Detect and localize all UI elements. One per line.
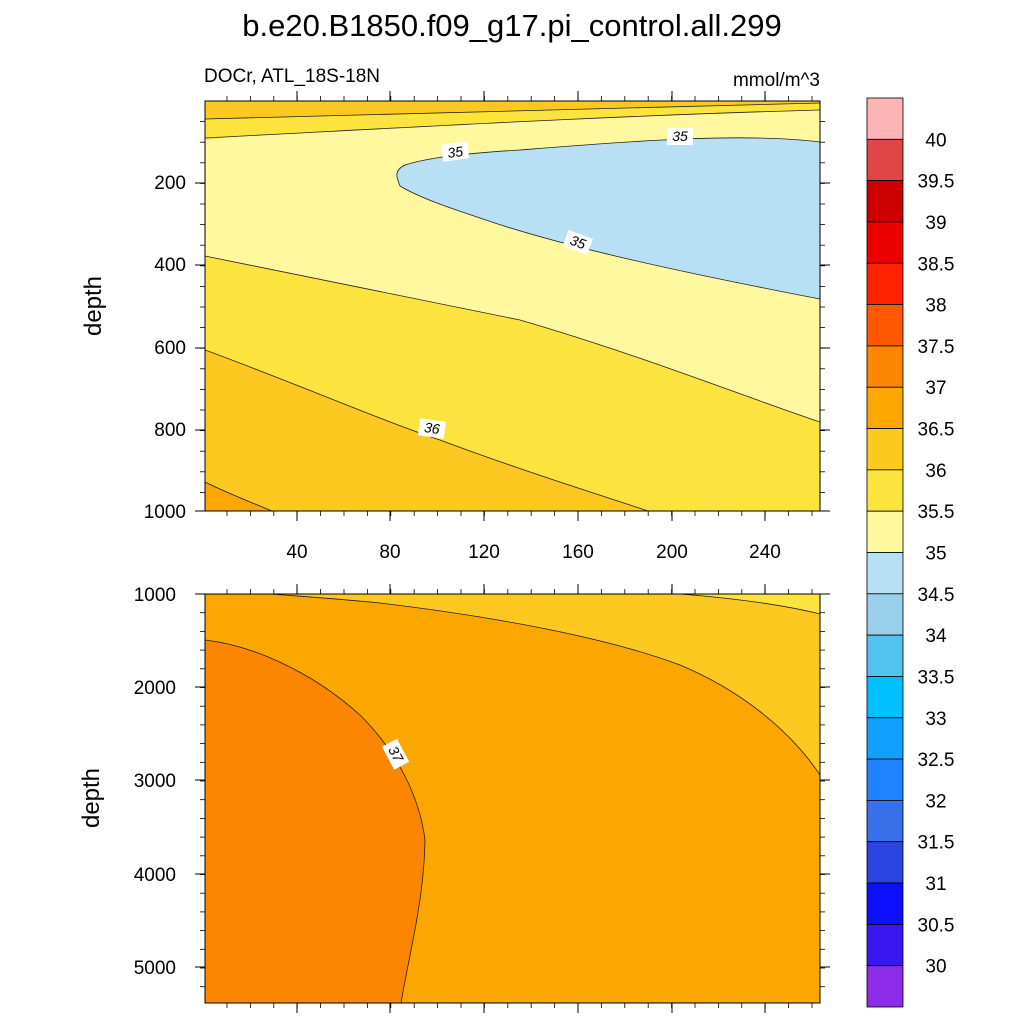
contour-line-36-lower — [679, 594, 820, 615]
colorbar-swatch — [866, 923, 904, 967]
lower-contour-labels: 37 — [381, 738, 410, 770]
colorbar-level-label: 37.5 — [918, 337, 955, 358]
upper-y-tick: 200 — [154, 173, 186, 194]
fill-35.5-36-lower — [680, 594, 820, 614]
contour-line-upper-1 — [205, 102, 820, 120]
contour-line-37 — [205, 639, 426, 1003]
x-tick: 40 — [286, 542, 307, 563]
colorbar-level-label: 36.5 — [918, 420, 955, 441]
colorbar-level-label: 39.5 — [918, 172, 955, 193]
colorbar-level-label: 30.5 — [918, 915, 955, 936]
contour-label: 35 — [672, 128, 688, 144]
fill-36-36.5-lower — [270, 594, 820, 775]
x-tick: 200 — [656, 542, 688, 563]
units-string: mmol/m^3 — [733, 70, 820, 91]
upper-panel-fills — [205, 101, 820, 511]
lower-y-tick: 1000 — [134, 585, 176, 606]
colorbar-level-label: 35 — [925, 544, 946, 565]
colorbar-labels: 40 39.5 39 38.5 38 37.5 37 36.5 36 35.5 35 34.5 34 33… — [918, 130, 955, 977]
contour-label: 35 — [446, 143, 464, 161]
colorbar-level-label: 37 — [925, 378, 946, 399]
colorbar-swatch — [866, 634, 904, 677]
contour-line-35 — [396, 137, 820, 300]
fill-below-35-upper — [396, 137, 820, 299]
contour-line-36.5-upper — [205, 481, 273, 511]
contour-line-35.5 — [205, 255, 820, 423]
upper-panel-frame — [204, 100, 821, 512]
lower-y-tick: 3000 — [134, 771, 176, 792]
colorbar-swatch — [866, 345, 904, 388]
chart-title: b.e20.B1850.f09_g17.pi_control.all.299 — [242, 8, 782, 43]
contour-label: 36 — [423, 419, 441, 437]
colorbar-swatch — [866, 386, 904, 429]
upper-y-tick: 400 — [154, 255, 186, 276]
upper-y-label: depth — [80, 276, 107, 336]
lower-ticks — [195, 584, 830, 1013]
x-tick: 160 — [562, 542, 594, 563]
upper-ticks — [195, 91, 830, 521]
fill-surface-orange — [205, 101, 820, 119]
contour-line-36 — [205, 349, 649, 511]
x-tick: 120 — [468, 542, 500, 563]
upper-y-tick: 1000 — [144, 502, 186, 523]
colorbar-swatch — [866, 180, 904, 223]
colorbar-swatch — [866, 221, 904, 264]
contour-line-36.5-lower — [269, 594, 820, 776]
upper-panel-contour-lines — [205, 102, 820, 511]
colorbar-swatch — [866, 841, 904, 884]
fill-36.5-37-upper — [205, 482, 272, 511]
fill-37-37.5-lower — [205, 640, 425, 1003]
lower-panel-fills — [205, 594, 820, 1003]
colorbar-level-label: 39 — [925, 213, 946, 234]
colorbar-level-label: 38 — [925, 296, 946, 317]
colorbar-level-label: 32.5 — [918, 750, 955, 771]
colorbar-level-label: 31.5 — [918, 833, 955, 854]
colorbar-level-label: 34 — [925, 626, 947, 647]
colorbar-swatch — [866, 304, 904, 347]
colorbar — [866, 97, 904, 1008]
colorbar-swatch — [866, 510, 904, 553]
colorbar-level-label: 33 — [925, 709, 946, 730]
colorbar-swatch — [866, 882, 904, 925]
colorbar-level-label: 34.5 — [918, 585, 955, 606]
left-string: DOCr, ATL_18S-18N — [204, 66, 380, 87]
upper-y-tick: 800 — [154, 420, 186, 441]
colorbar-level-label: 38.5 — [918, 254, 955, 275]
colorbar-level-label: 30 — [925, 957, 946, 978]
colorbar-level-label: 40 — [925, 130, 946, 151]
colorbar-level-label: 31 — [925, 874, 946, 895]
x-tick: 80 — [379, 542, 400, 563]
colorbar-swatch — [866, 965, 904, 1008]
lower-y-tick: 2000 — [134, 678, 176, 699]
colorbar-swatch — [866, 469, 904, 512]
colorbar-swatch — [866, 552, 904, 595]
colorbar-swatch — [866, 428, 904, 471]
colorbar-swatch — [866, 676, 904, 719]
colorbar-swatch — [866, 800, 904, 843]
upper-contour-labels: 35 35 35 36 — [417, 128, 693, 439]
lower-y-label: depth — [78, 768, 105, 828]
lower-panel-contour-lines — [205, 594, 820, 1003]
colorbar-swatch — [866, 593, 904, 636]
colorbar-swatch — [866, 97, 904, 140]
lower-panel-frame — [204, 593, 821, 1004]
colorbar-level-label: 36 — [925, 461, 946, 482]
colorbar-swatch — [866, 262, 904, 305]
colorbar-level-label: 35.5 — [918, 502, 955, 523]
contour-label: 35 — [568, 232, 588, 252]
lower-y-tick: 4000 — [134, 865, 176, 886]
colorbar-level-label: 32 — [925, 791, 946, 812]
contour-line-upper-2 — [205, 109, 820, 139]
x-tick: 240 — [749, 542, 781, 563]
colorbar-level-label: 33.5 — [918, 667, 955, 688]
colorbar-swatch — [866, 717, 904, 760]
colorbar-swatch — [866, 138, 904, 182]
upper-y-tick: 600 — [154, 338, 186, 359]
lower-y-tick: 5000 — [134, 958, 176, 979]
colorbar-swatch — [866, 758, 904, 801]
